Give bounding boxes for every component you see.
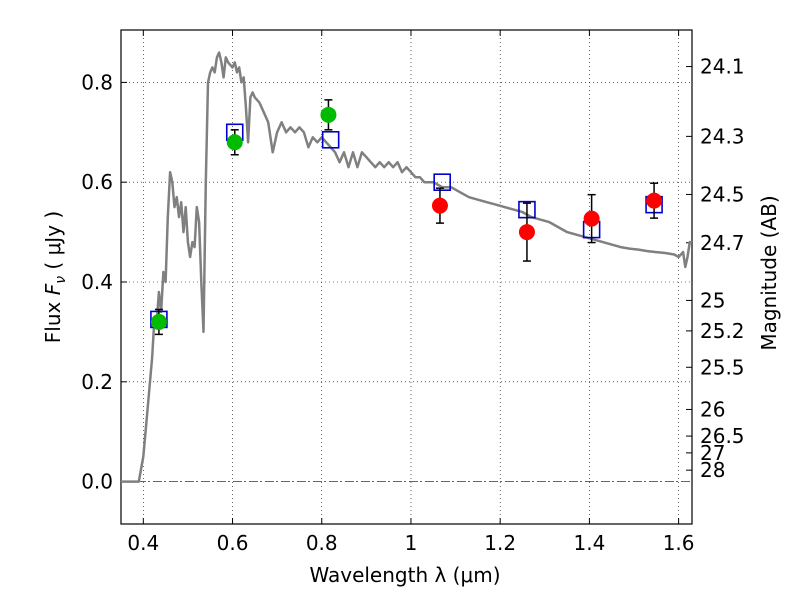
model-square <box>433 173 451 191</box>
y-tick-label: 0.8 <box>81 70 113 94</box>
right-tick-label: 27 <box>700 441 725 465</box>
y-tick-label: 0.6 <box>81 170 113 194</box>
y-tick-label: 0.2 <box>81 370 113 394</box>
right-tick-label: 25.2 <box>700 319 745 343</box>
right-tick-label: 24.7 <box>700 231 745 255</box>
model-square <box>321 130 340 149</box>
green-data-point <box>226 134 243 151</box>
red-data-point <box>431 197 448 214</box>
right-tick-label: 26.5 <box>700 424 745 448</box>
red-data-point <box>646 192 663 209</box>
x-tick-label: 0.8 <box>306 531 338 555</box>
green-data-point <box>320 106 337 123</box>
right-tick-label: 24.3 <box>700 124 745 148</box>
y-axis-title: Flux Fν ( μJy ) <box>41 211 69 343</box>
y-axis-title-unit: ( μJy ) <box>41 211 65 276</box>
y-axis-title-subscript: ν <box>53 276 69 284</box>
x-tick-label: 0.6 <box>217 531 249 555</box>
right-tick-label: 25 <box>700 288 725 312</box>
marks <box>121 51 692 483</box>
red-data-point <box>518 224 535 241</box>
x-tick-label: 1.2 <box>484 531 516 555</box>
x-axis-title: Wavelength λ (μm) <box>309 563 500 587</box>
plot-area <box>120 29 693 525</box>
y-axis-title-prefix: Flux <box>41 295 65 343</box>
x-tick-label: 0.4 <box>127 531 159 555</box>
x-tick-label: 1 <box>405 531 418 555</box>
spectrum-line <box>121 51 692 483</box>
y-tick-label: 0.0 <box>81 470 113 494</box>
red-data-point <box>583 210 600 227</box>
right-tick-label: 26 <box>700 397 725 421</box>
y-axis-title-symbol: F <box>41 283 65 295</box>
right-tick-label: 24.5 <box>700 182 745 206</box>
right-tick-label: 25.5 <box>700 355 745 379</box>
right-tick-label: 28 <box>700 458 725 482</box>
right-axis-title: Magnitude (AB) <box>757 195 781 350</box>
y-tick-label: 0.4 <box>81 270 113 294</box>
green-data-point <box>150 313 167 330</box>
x-tick-label: 1.6 <box>663 531 695 555</box>
x-tick-label: 1.4 <box>573 531 605 555</box>
ticks: 0.4 0.6 0.8 1 1.2 1.4 1.6 0.0 0.2 0.4 0.6 0.8 24.1 24… <box>81 30 745 555</box>
right-tick-label: 24.1 <box>700 55 745 79</box>
